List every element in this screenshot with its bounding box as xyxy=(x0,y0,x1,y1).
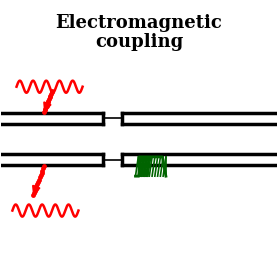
Text: Electromagnetic: Electromagnetic xyxy=(56,14,222,32)
Text: coupling: coupling xyxy=(95,33,183,51)
